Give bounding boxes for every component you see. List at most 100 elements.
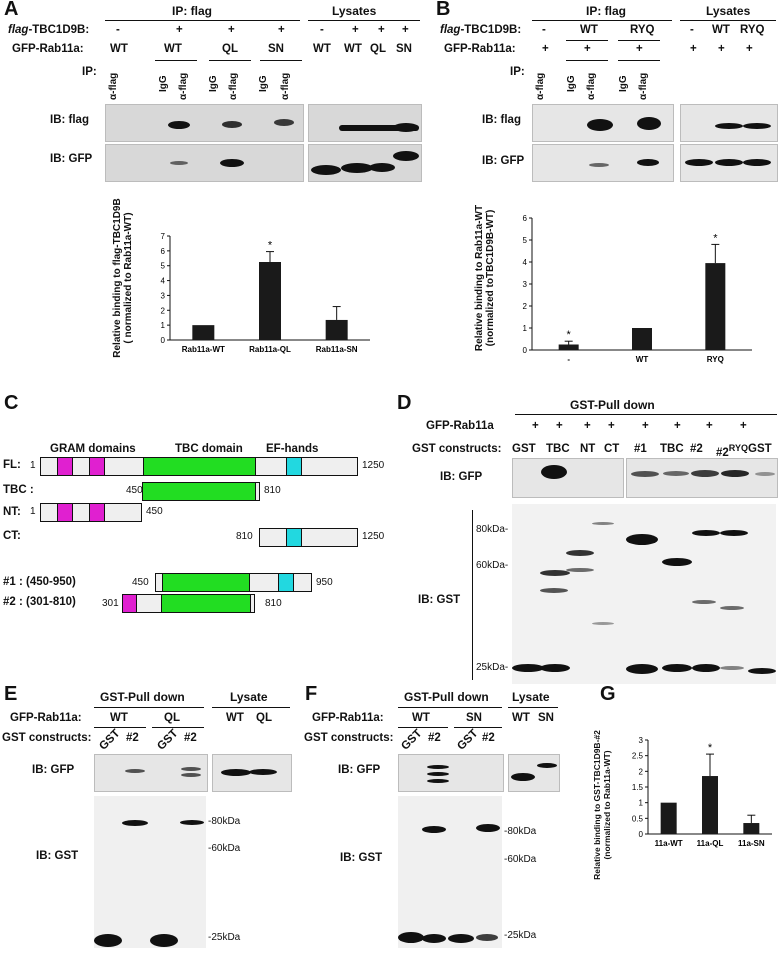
construct-label-fl: FL: (3, 459, 21, 471)
x-tick-label: Rab11a-SN (316, 345, 358, 354)
x-tick-label: - (567, 355, 570, 364)
y-tick-label: 0 (523, 346, 528, 355)
chart-g-ylabel: Relative binding to GST-TBC1D9B-#2 (norm… (592, 730, 612, 880)
marker-60kda: -60kDa (504, 854, 537, 865)
gram-domains-label: GRAM domains (50, 443, 136, 455)
y-tick-label: 0 (161, 336, 166, 345)
construct-start-fl: 1 (30, 460, 36, 471)
ib-gst-label: IB: GST (340, 852, 383, 864)
lysate-header: Lysates (332, 4, 377, 18)
blot-e-gst (94, 796, 206, 948)
pull-down-header: GST-Pull down (570, 398, 655, 412)
x-tick-label: 11a-SN (738, 839, 765, 848)
significance-star: * (268, 240, 273, 252)
marker-80kda: -80kDa (504, 826, 537, 837)
blot-e-lysate-gfp (212, 754, 292, 792)
ip-header: IP: flag (586, 4, 627, 18)
significance-star: * (708, 742, 713, 754)
y-tick-label: 5 (161, 262, 166, 271)
y-tick-label: 3 (161, 291, 166, 300)
blot-b-ip-gfp (532, 144, 674, 182)
row-label-gfp-rab11a: GFP-Rab11a: (444, 43, 516, 55)
chart-a: 0 1 2 3 4 5 6 7 Rab11a-WT * Rab11a-QL Rab11a-SN (161, 232, 370, 354)
construct-bar-fl (40, 457, 358, 476)
ib-gst-label: IB: GST (36, 850, 79, 862)
blot-a-ip-gfp (105, 144, 304, 182)
row-label-gst-constructs: GST constructs: (304, 732, 394, 744)
blot-b-lysate-gfp (680, 144, 778, 182)
bar-Rab11a-SN (325, 319, 348, 340)
bar-Rab11a-WT (192, 325, 215, 340)
bar-11a-QL (702, 776, 718, 834)
marker-60kda: 60kDa- (476, 560, 509, 571)
y-tick-label: 1 (523, 324, 528, 333)
x-tick-label: Rab11a-QL (249, 345, 291, 354)
construct-start-tbc: 450 (126, 485, 143, 496)
significance-star: * (567, 329, 572, 341)
marker-25kda: -25kDa (208, 932, 241, 943)
construct-bar-1 (155, 573, 312, 592)
marker-60kda: -60kDa (208, 843, 241, 854)
y-tick-label: 1.5 (632, 783, 644, 792)
construct-start-nt: 1 (30, 506, 36, 517)
bar-11a-WT (660, 802, 677, 834)
lysate-header: Lysate (512, 690, 550, 704)
blot-e-gfp (94, 754, 208, 792)
ib-gfp-label: IB: GFP (50, 153, 93, 165)
y-tick-label: 0.5 (632, 814, 644, 823)
x-tick-label: Rab11a-WT (182, 345, 225, 354)
blot-d-gst (512, 504, 776, 684)
row-label-flag-tbc1d9b: flag-TBC1D9B: (8, 24, 90, 36)
construct-bar-nt (40, 503, 142, 522)
significance-star: * (713, 232, 718, 244)
y-tick-label: 0 (639, 830, 644, 839)
ip-header: IP: flag (172, 4, 213, 18)
construct-bar-2 (122, 594, 255, 613)
construct-end-ct: 1250 (362, 531, 385, 542)
bar-Rab11a-QL (259, 262, 281, 340)
construct-label-ct: CT: (3, 530, 21, 542)
construct-end-fl: 1250 (362, 460, 385, 471)
blot-d-gfp-right (626, 458, 778, 498)
chart-g: 0 0.5 1 1.5 2 2.5 3 11a-WT * 11a-QL 11a-SN (632, 736, 772, 848)
x-tick-label: 11a-WT (655, 839, 683, 848)
ef-hands-label: EF-hands (266, 443, 319, 455)
row-label-gst-constructs: GST constructs: (412, 443, 502, 455)
marker-80kda: -80kDa (208, 816, 241, 827)
y-tick-label: 7 (161, 232, 166, 241)
y-tick-label: 2 (639, 767, 644, 776)
y-tick-label: 3 (523, 280, 528, 289)
y-tick-label: 4 (523, 258, 528, 267)
construct-label-nt: NT: (3, 506, 21, 518)
row-label-ip: IP: (82, 66, 97, 78)
pull-down-header: GST-Pull down (100, 690, 185, 704)
panel-letter: A (4, 0, 19, 20)
row-label-gst-constructs: GST constructs: (2, 732, 92, 744)
y-tick-label: 4 (161, 277, 166, 286)
panel-letter: F (305, 683, 318, 705)
marker-80kda: 80kDa- (476, 524, 509, 535)
panel-letter: C (4, 392, 19, 414)
blot-b-ip-flag (532, 104, 674, 142)
y-tick-label: 2.5 (632, 752, 644, 761)
construct-start-ct: 810 (236, 531, 253, 542)
row-label-ip: IP: (510, 66, 525, 78)
pull-down-header: GST-Pull down (404, 690, 489, 704)
bar-11a-SN (743, 823, 760, 834)
blot-f-lysate-gfp (508, 754, 560, 792)
x-tick-label: RYQ (707, 355, 724, 364)
y-tick-label: 1 (161, 321, 166, 330)
ib-flag-label: IB: flag (482, 114, 521, 126)
blot-d-gfp-left (512, 458, 624, 498)
bar-WT (632, 328, 652, 350)
panel-letter: B (436, 0, 451, 20)
chart-b-ylabel: Relative binding to Rab11a-WT (normalize… (474, 204, 496, 352)
tbc-domain-label: TBC domain (175, 443, 243, 455)
y-tick-label: 3 (639, 736, 644, 745)
x-tick-label: 11a-QL (697, 839, 724, 848)
y-tick-label: 5 (523, 236, 528, 245)
chart-b: 0 1 2 3 4 5 6 * - WT * RYQ (523, 214, 752, 364)
panel-letter: D (397, 392, 412, 414)
blot-a-ip-flag (105, 104, 304, 142)
y-tick-label: 2 (161, 306, 166, 315)
